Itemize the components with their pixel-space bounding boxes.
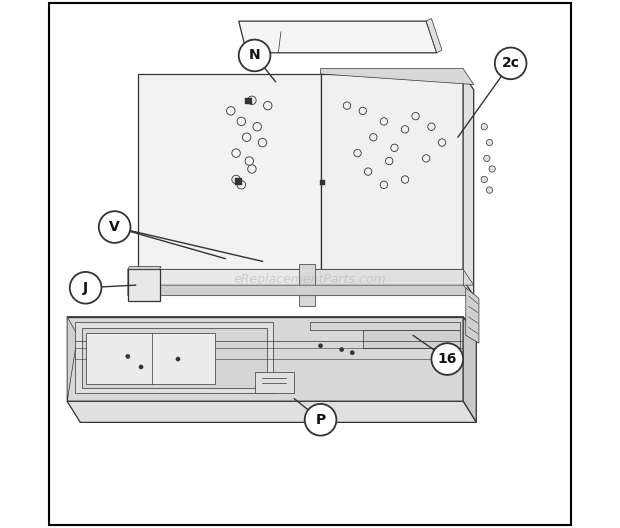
Polygon shape (67, 317, 463, 401)
Circle shape (486, 139, 493, 146)
Polygon shape (82, 328, 267, 388)
Text: J: J (83, 281, 88, 295)
Circle shape (380, 118, 388, 125)
Polygon shape (128, 269, 159, 301)
Text: V: V (109, 220, 120, 234)
Circle shape (70, 272, 102, 304)
Text: N: N (249, 49, 260, 62)
Polygon shape (239, 21, 436, 53)
Circle shape (340, 347, 344, 352)
Circle shape (99, 211, 130, 243)
Text: 2c: 2c (502, 56, 520, 70)
Polygon shape (463, 74, 474, 296)
Polygon shape (310, 322, 461, 330)
Polygon shape (304, 269, 463, 288)
Polygon shape (67, 401, 476, 422)
Polygon shape (75, 322, 273, 393)
Circle shape (176, 357, 180, 361)
Circle shape (304, 404, 337, 436)
Circle shape (359, 107, 366, 115)
Polygon shape (86, 333, 215, 384)
Circle shape (232, 175, 241, 184)
Circle shape (237, 181, 246, 189)
Circle shape (248, 96, 256, 105)
Circle shape (253, 122, 262, 131)
Bar (235, 178, 242, 185)
Circle shape (481, 124, 487, 130)
Circle shape (391, 144, 398, 152)
Text: eReplacementParts.com: eReplacementParts.com (234, 274, 386, 286)
Polygon shape (159, 269, 299, 290)
Polygon shape (299, 264, 316, 306)
Polygon shape (426, 18, 442, 53)
Circle shape (422, 155, 430, 162)
Circle shape (412, 112, 419, 120)
Circle shape (259, 138, 267, 147)
Polygon shape (128, 269, 304, 288)
Polygon shape (321, 69, 474, 84)
Circle shape (248, 165, 256, 173)
Circle shape (486, 187, 493, 193)
Circle shape (350, 351, 355, 355)
Circle shape (343, 102, 351, 109)
Circle shape (401, 126, 409, 133)
Polygon shape (138, 74, 321, 280)
Circle shape (438, 139, 446, 146)
Circle shape (242, 133, 251, 142)
Text: P: P (316, 413, 326, 427)
Circle shape (126, 354, 130, 359)
Circle shape (226, 107, 235, 115)
Polygon shape (321, 74, 463, 280)
Bar (244, 98, 252, 104)
Circle shape (489, 166, 495, 172)
Circle shape (484, 155, 490, 162)
Polygon shape (128, 267, 161, 269)
Circle shape (245, 157, 254, 165)
Circle shape (370, 134, 377, 141)
Circle shape (365, 168, 372, 175)
Circle shape (139, 365, 143, 369)
Circle shape (386, 157, 393, 165)
Circle shape (354, 149, 361, 157)
Circle shape (432, 343, 463, 375)
Circle shape (232, 149, 241, 157)
Polygon shape (128, 269, 474, 285)
Polygon shape (67, 317, 78, 401)
Polygon shape (67, 317, 476, 335)
Polygon shape (363, 330, 461, 348)
Circle shape (495, 48, 526, 79)
Circle shape (239, 40, 270, 71)
Polygon shape (128, 285, 474, 296)
Polygon shape (316, 269, 463, 290)
Bar (320, 180, 326, 185)
Circle shape (428, 123, 435, 130)
Polygon shape (466, 288, 479, 343)
Polygon shape (255, 372, 294, 393)
Circle shape (319, 344, 322, 348)
Circle shape (264, 101, 272, 110)
Circle shape (380, 181, 388, 188)
Text: 16: 16 (438, 352, 457, 366)
Circle shape (481, 176, 487, 183)
Circle shape (401, 176, 409, 183)
Polygon shape (463, 317, 476, 422)
Circle shape (237, 117, 246, 126)
